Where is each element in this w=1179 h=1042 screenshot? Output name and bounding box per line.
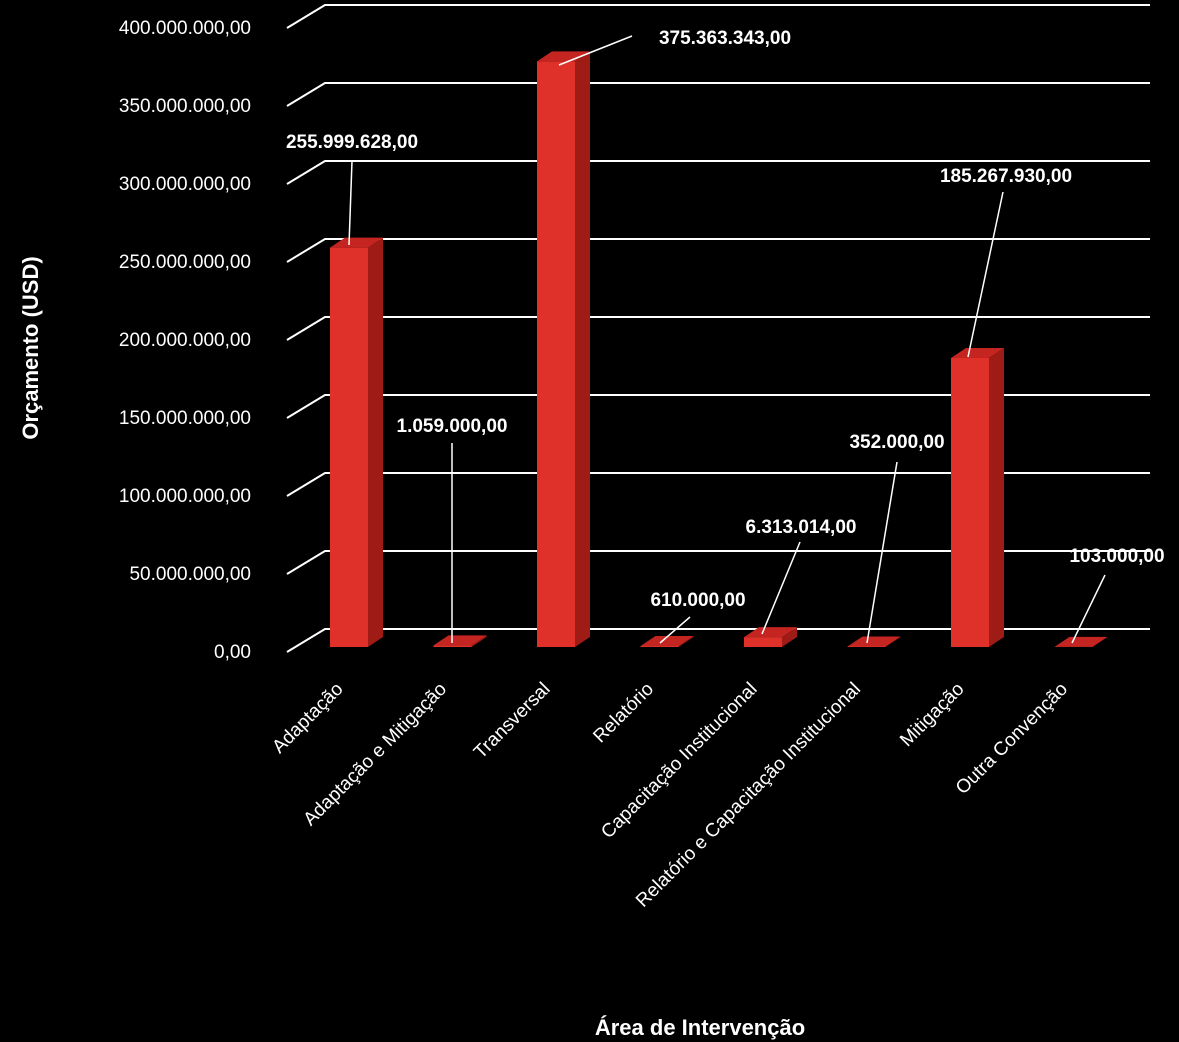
gridline (286, 394, 1150, 419)
y-axis-tick-labels: 0,00 50.000.000,00 100.000.000,00 150.000.0… (119, 18, 251, 663)
category-label: Transversal (470, 679, 555, 764)
bar-front (951, 357, 989, 647)
bar (640, 636, 694, 647)
data-label-leader (558, 35, 633, 66)
bar-side (368, 237, 383, 648)
bar-side (575, 51, 590, 648)
bar-side (471, 635, 487, 647)
bar (744, 627, 797, 647)
bar-front (847, 646, 886, 647)
y-tick-label: 150.000.000,00 (119, 408, 251, 429)
data-label-leader (967, 191, 1004, 358)
gridline (286, 550, 1150, 575)
bar-top (537, 51, 590, 62)
data-label-leader (866, 461, 898, 644)
data-label: 375.363.343,00 (659, 28, 791, 49)
bar-side (989, 347, 1004, 647)
data-label: 610.000,00 (650, 590, 745, 611)
bar-front (433, 645, 472, 647)
bar-front (537, 61, 575, 648)
gridline (286, 628, 1150, 653)
bar-top (744, 627, 797, 638)
bars (330, 51, 1108, 648)
data-label-leaders (348, 35, 1106, 644)
data-labels: 255.999.628,00 1.059.000,00 375.363.343,00… (286, 28, 1165, 611)
bar-side (782, 627, 797, 647)
data-label-leader (348, 160, 353, 246)
y-tick-label: 0,00 (214, 642, 251, 663)
category-label: Relatório (589, 679, 658, 748)
gridline (286, 472, 1150, 497)
bar (537, 51, 590, 648)
data-label: 1.059.000,00 (397, 416, 508, 437)
gridline (286, 238, 1150, 263)
data-label: 6.313.014,00 (746, 517, 857, 538)
y-tick-label: 50.000.000,00 (129, 564, 251, 585)
data-label: 255.999.628,00 (286, 132, 418, 153)
y-tick-label: 100.000.000,00 (119, 486, 251, 507)
data-label: 352.000,00 (849, 432, 944, 453)
bar (433, 635, 487, 647)
bar-side (678, 636, 694, 647)
bar-top (433, 635, 487, 646)
data-label: 103.000,00 (1069, 546, 1164, 567)
category-label: Relatório e Capacitação Institucional (632, 679, 865, 912)
bar-top (330, 237, 383, 248)
category-label: Outra Convenção (952, 679, 1072, 799)
gridline (286, 316, 1150, 341)
y-tick-label: 400.000.000,00 (119, 18, 251, 39)
data-label-leader (1071, 574, 1106, 644)
bar (847, 636, 901, 647)
gridline (286, 160, 1150, 185)
category-label: Mitigação (896, 679, 968, 751)
y-tick-label: 200.000.000,00 (119, 330, 251, 351)
y-tick-label: 350.000.000,00 (119, 96, 251, 117)
bar-front (330, 247, 368, 648)
bar-top (640, 636, 694, 647)
bar (1054, 636, 1108, 647)
bar-top (1054, 636, 1108, 647)
bar-front (744, 637, 782, 647)
gridline (286, 82, 1150, 107)
gridline (286, 4, 1150, 29)
bar (330, 237, 383, 648)
bar-top (951, 347, 1004, 358)
bar-front (640, 646, 679, 647)
y-tick-label: 300.000.000,00 (119, 174, 251, 195)
data-label: 185.267.930,00 (940, 166, 1072, 187)
bar (951, 347, 1004, 647)
bar-side (885, 636, 901, 647)
x-axis-title: Área de Intervenção (595, 1015, 805, 1040)
bar-top (847, 636, 901, 647)
y-axis-title: Orçamento (USD) (18, 256, 43, 439)
data-label-leader (761, 541, 801, 635)
category-label: Adaptação (268, 679, 347, 758)
gridlines (286, 4, 1150, 653)
bar-side (1092, 636, 1108, 647)
y-tick-label: 250.000.000,00 (119, 252, 251, 273)
data-label-leader (659, 616, 691, 644)
